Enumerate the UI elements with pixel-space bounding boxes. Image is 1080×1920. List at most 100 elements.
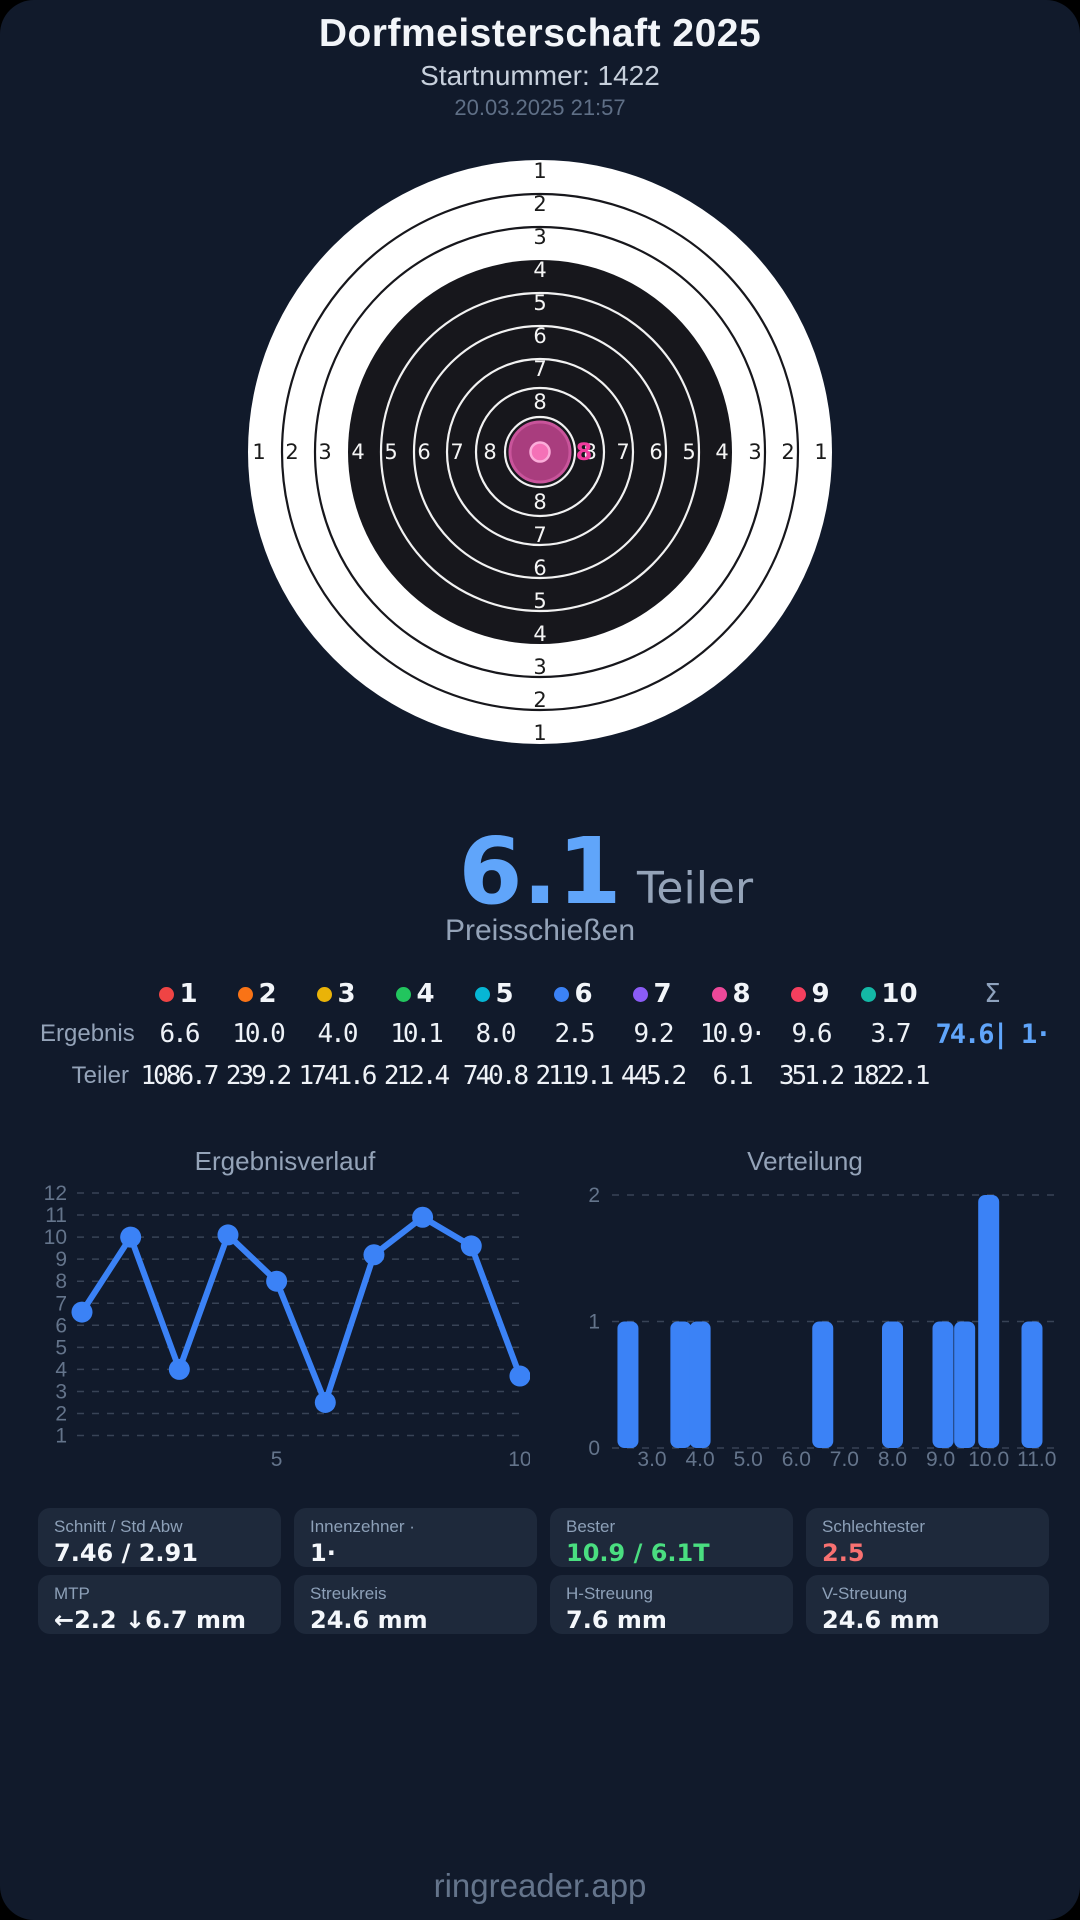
ergebnis-value: 4.0: [317, 1019, 359, 1049]
shot-number: 7: [653, 979, 672, 1009]
score-unit: Teiler: [637, 863, 754, 914]
stat-value: 10.9 / 6.1T: [566, 1539, 710, 1567]
stat-label: Schnitt / Std Abw: [54, 1517, 183, 1536]
teiler-value: 6.1: [712, 1061, 754, 1091]
result-point: [412, 1206, 434, 1228]
shot-column-header: 6: [534, 979, 613, 1009]
page-title: Dorfmeisterschaft 2025: [318, 12, 762, 55]
chart-title: Verteilung: [747, 1146, 863, 1176]
y-tick-label: 4: [55, 1358, 67, 1381]
target-ring-circle: [412, 324, 668, 580]
ring-number-label: 7: [616, 440, 629, 464]
ring-number-label: 1: [252, 440, 265, 464]
shot-number: 8: [732, 979, 751, 1009]
chart-title: Ergebnisverlauf: [195, 1146, 376, 1176]
stat-card-mtp: MTP ←2.2 ↓6.7 mm: [38, 1575, 281, 1634]
y-tick-label: 5: [55, 1336, 67, 1359]
y-tick-label: 12: [44, 1182, 67, 1205]
ergebnis-value: 9.2: [633, 1019, 675, 1049]
result-point: [314, 1391, 336, 1413]
stat-value: 24.6 mm: [822, 1606, 940, 1634]
target-ring-circle: [280, 192, 800, 712]
ring-number-label: 8: [533, 490, 546, 514]
ring-number-label: 3: [533, 225, 546, 249]
row-label-teiler: Teiler: [71, 1062, 129, 1089]
shot-column-header: 3: [297, 979, 376, 1009]
histogram-bar: [812, 1321, 834, 1448]
target-ring-circle: [313, 225, 767, 679]
datetime: 20.03.2025 21:57: [454, 95, 626, 120]
ergebnis-value: 3.7: [870, 1019, 912, 1049]
ergebnis-value: 10.9·: [699, 1019, 766, 1049]
histogram-bar: [689, 1321, 711, 1448]
stat-card-bester: Bester 10.9 / 6.1T: [550, 1508, 793, 1567]
shot-number-label: 8: [576, 438, 593, 466]
stat-card-innenzehner: Innenzehner · 1·: [294, 1508, 537, 1567]
shot-column-header: 1: [139, 979, 218, 1009]
result-point: [509, 1365, 530, 1387]
histogram-bar: [670, 1321, 692, 1448]
row-label-ergebnis: Ergebnis: [40, 1020, 135, 1047]
ring-number-label: 1: [533, 721, 546, 745]
ring-number-label: 5: [533, 589, 546, 613]
shot-color-dot: [396, 986, 412, 1002]
teiler-value: 1741.6: [298, 1061, 378, 1091]
y-tick-label: 2: [588, 1184, 600, 1207]
teiler-value: 1086.7: [140, 1061, 220, 1091]
y-tick-label: 1: [55, 1425, 67, 1448]
teiler-value: 1822.1: [851, 1061, 931, 1091]
y-tick-label: 11: [45, 1204, 67, 1227]
x-tick-label: 3.0: [637, 1448, 666, 1470]
ring-number-label: 3: [533, 655, 546, 679]
teiler-value: 239.2: [225, 1061, 292, 1091]
histogram-bar: [954, 1321, 976, 1448]
x-tick-label: 5.0: [734, 1448, 763, 1470]
teiler-value: 2119.1: [535, 1061, 615, 1091]
shot-dot: [529, 441, 551, 463]
ring-number-label: 7: [533, 357, 546, 381]
shot-color-dot: [712, 986, 728, 1002]
shot-number: 6: [574, 979, 593, 1009]
result-point: [120, 1226, 142, 1248]
ring-number-label: 5: [533, 291, 546, 315]
stat-label: H-Streuung: [566, 1584, 653, 1603]
stat-value: 24.6 mm: [310, 1606, 428, 1634]
result-point: [460, 1235, 482, 1257]
shot-column-header: 4: [376, 979, 455, 1009]
shot-column-header: 8: [692, 979, 771, 1009]
shot-column-header: 2: [218, 979, 297, 1009]
stat-card-schnitt-std-abw: Schnitt / Std Abw 7.46 / 2.91: [38, 1508, 281, 1567]
ring-number-label: 7: [533, 523, 546, 547]
y-tick-label: 8: [55, 1270, 67, 1293]
ring-number-label: 6: [417, 440, 430, 464]
ring-number-label: 4: [533, 622, 546, 646]
y-tick-label: 1: [588, 1311, 600, 1334]
stat-value: 7.6 mm: [566, 1606, 667, 1634]
footer-brand: ringreader.app: [433, 1867, 647, 1904]
shot-color-dot: [554, 986, 570, 1002]
shot-number: 2: [258, 979, 277, 1009]
stat-card-schlechtester: Schlechtester 2.5: [806, 1508, 1049, 1567]
ergebnis-value: 10.0: [232, 1019, 286, 1049]
ring-number-label: 5: [682, 440, 695, 464]
shot-number: 4: [416, 979, 435, 1009]
stats-grid: Schnitt / Std Abw 7.46 / 2.91 Innenzehner …: [38, 1508, 1049, 1634]
x-tick-label: 11.0: [1017, 1448, 1056, 1470]
stat-label: Schlechtester: [822, 1517, 925, 1536]
ring-number-label: 8: [533, 390, 546, 414]
ring-number-label: 8: [583, 440, 596, 464]
shot-number: 9: [811, 979, 830, 1009]
result-point: [363, 1244, 385, 1266]
x-tick-label: 4.0: [685, 1448, 714, 1470]
shot-column-header: 5: [455, 979, 534, 1009]
result-point: [168, 1358, 190, 1380]
stat-value: 1·: [310, 1539, 336, 1567]
shot-color-dot: [238, 986, 254, 1002]
ring-number-label: 5: [384, 440, 397, 464]
x-tick-label: 10: [508, 1448, 530, 1470]
y-tick-label: 9: [55, 1248, 67, 1271]
stat-value: 2.5: [822, 1539, 865, 1567]
stat-card-streukreis: Streukreis 24.6 mm: [294, 1575, 537, 1634]
